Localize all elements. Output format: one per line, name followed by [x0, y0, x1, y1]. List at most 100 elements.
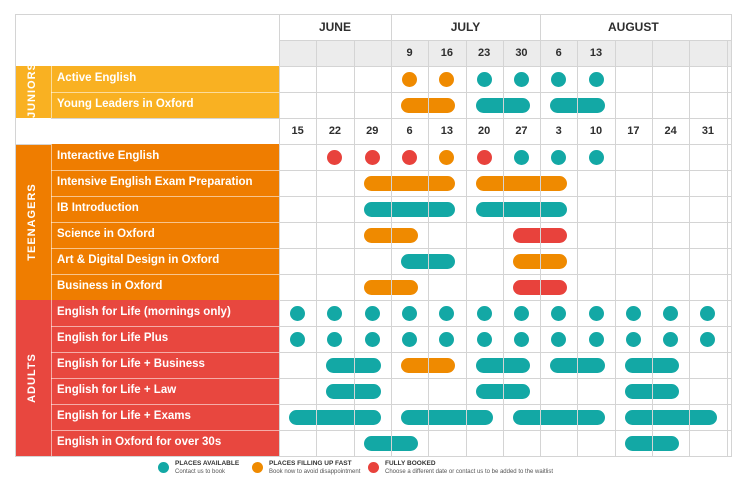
grid-line: [279, 430, 731, 431]
status-dot-filling[interactable]: [439, 71, 455, 87]
status-dot-available[interactable]: [476, 305, 492, 321]
program-name[interactable]: English for Life (mornings only): [57, 306, 231, 318]
legend-title: PLACES FILLING UP FAST: [269, 460, 352, 467]
status-dot-available[interactable]: [476, 331, 492, 347]
status-bar-filling[interactable]: [363, 175, 456, 191]
month-label: AUGUST: [608, 20, 659, 34]
status-dot-available[interactable]: [513, 305, 529, 321]
grid-line: [540, 14, 542, 40]
program-name[interactable]: English for Life Plus: [57, 332, 169, 344]
program-name[interactable]: English for Life + Exams: [57, 410, 191, 422]
grid-line: [540, 40, 542, 456]
status-dot-booked[interactable]: [364, 149, 380, 165]
week-label: 30: [515, 47, 528, 59]
legend-title: FULLY BOOKED: [385, 460, 436, 467]
month-label: JUNE: [318, 20, 351, 34]
status-dot-filling[interactable]: [402, 71, 418, 87]
program-name[interactable]: English in Oxford for over 30s: [57, 436, 222, 448]
row-divider: [51, 222, 279, 223]
status-dot-available[interactable]: [588, 71, 604, 87]
week-label: 9: [406, 47, 413, 59]
legend-subtitle: Choose a different date or contact us to…: [385, 469, 553, 475]
status-dot-available[interactable]: [700, 331, 716, 347]
category-label: JUNIORS: [26, 62, 38, 118]
status-bar-available[interactable]: [624, 383, 680, 399]
status-dot-available[interactable]: [700, 305, 716, 321]
row-divider: [51, 352, 279, 353]
row-divider: [51, 196, 279, 197]
status-dot-available[interactable]: [551, 71, 567, 87]
status-bar-available[interactable]: [624, 435, 680, 451]
week-label: 20: [478, 125, 491, 137]
program-name[interactable]: Interactive English: [57, 150, 160, 162]
program-name[interactable]: Intensive English Exam Preparation: [57, 176, 253, 188]
row-divider: [51, 92, 279, 93]
status-dot-available[interactable]: [439, 305, 455, 321]
status-dot-available[interactable]: [327, 331, 343, 347]
category-label: ADULTS: [26, 353, 38, 403]
week-label: 29: [366, 125, 379, 137]
status-dot-available[interactable]: [588, 331, 604, 347]
grid-line: [279, 196, 731, 197]
status-dot-available[interactable]: [588, 305, 604, 321]
program-name[interactable]: Business in Oxford: [57, 280, 163, 292]
status-dot-booked[interactable]: [327, 149, 343, 165]
status-dot-available[interactable]: [625, 305, 641, 321]
program-name[interactable]: Art & Digital Design in Oxford: [57, 254, 220, 266]
program-name[interactable]: IB Introduction: [57, 202, 139, 214]
status-dot-available[interactable]: [588, 149, 604, 165]
status-dot-available[interactable]: [402, 305, 418, 321]
status-bar-filling[interactable]: [475, 175, 568, 191]
program-name[interactable]: Young Leaders in Oxford: [57, 98, 194, 110]
grid-line: [279, 300, 731, 301]
grid-line: [577, 40, 579, 456]
status-dot-available[interactable]: [364, 331, 380, 347]
status-dot-available[interactable]: [551, 331, 567, 347]
row-divider: [51, 326, 279, 327]
status-bar-available[interactable]: [624, 409, 717, 425]
grid-line: [15, 144, 51, 145]
week-label: 13: [589, 47, 603, 59]
status-dot-available[interactable]: [327, 305, 343, 321]
week-label: 23: [478, 47, 491, 59]
status-dot-available[interactable]: [663, 331, 679, 347]
status-dot-filling[interactable]: [439, 149, 455, 165]
status-dot-booked[interactable]: [476, 149, 492, 165]
status-bar-available[interactable]: [400, 409, 493, 425]
status-dot-available[interactable]: [663, 305, 679, 321]
grid-line: [390, 14, 392, 40]
status-dot-available[interactable]: [290, 331, 306, 347]
status-dot-booked[interactable]: [402, 149, 418, 165]
category-divider: [51, 144, 52, 300]
grid-line: [279, 404, 731, 405]
status-bar-available[interactable]: [475, 201, 568, 217]
status-dot-available[interactable]: [402, 331, 418, 347]
status-dot-available[interactable]: [364, 305, 380, 321]
status-bar-available[interactable]: [512, 409, 605, 425]
status-dot-available[interactable]: [439, 331, 455, 347]
program-name[interactable]: English for Life + Law: [57, 384, 177, 396]
status-bar-available[interactable]: [624, 357, 680, 373]
legend-dot-booked: [368, 462, 379, 473]
grid-line: [614, 40, 616, 456]
program-name[interactable]: English for Life + Business: [57, 358, 205, 370]
status-dot-available[interactable]: [513, 149, 529, 165]
program-name[interactable]: Active English: [57, 72, 137, 84]
legend-subtitle: Book now to avoid disappointment: [269, 469, 361, 475]
status-dot-available[interactable]: [476, 71, 492, 87]
grid-line: [279, 40, 280, 456]
row-divider: [51, 378, 279, 379]
week-label: 27: [515, 125, 528, 137]
status-dot-available[interactable]: [551, 149, 567, 165]
program-name[interactable]: Science in Oxford: [57, 228, 155, 240]
week-label: 3: [555, 125, 562, 137]
status-bar-available[interactable]: [289, 409, 381, 425]
status-dot-available[interactable]: [513, 71, 529, 87]
status-dot-available[interactable]: [625, 331, 641, 347]
grid-line: [279, 378, 731, 379]
status-dot-available[interactable]: [513, 331, 529, 347]
status-bar-available[interactable]: [363, 201, 456, 217]
status-dot-available[interactable]: [551, 305, 567, 321]
status-dot-available[interactable]: [290, 305, 306, 321]
